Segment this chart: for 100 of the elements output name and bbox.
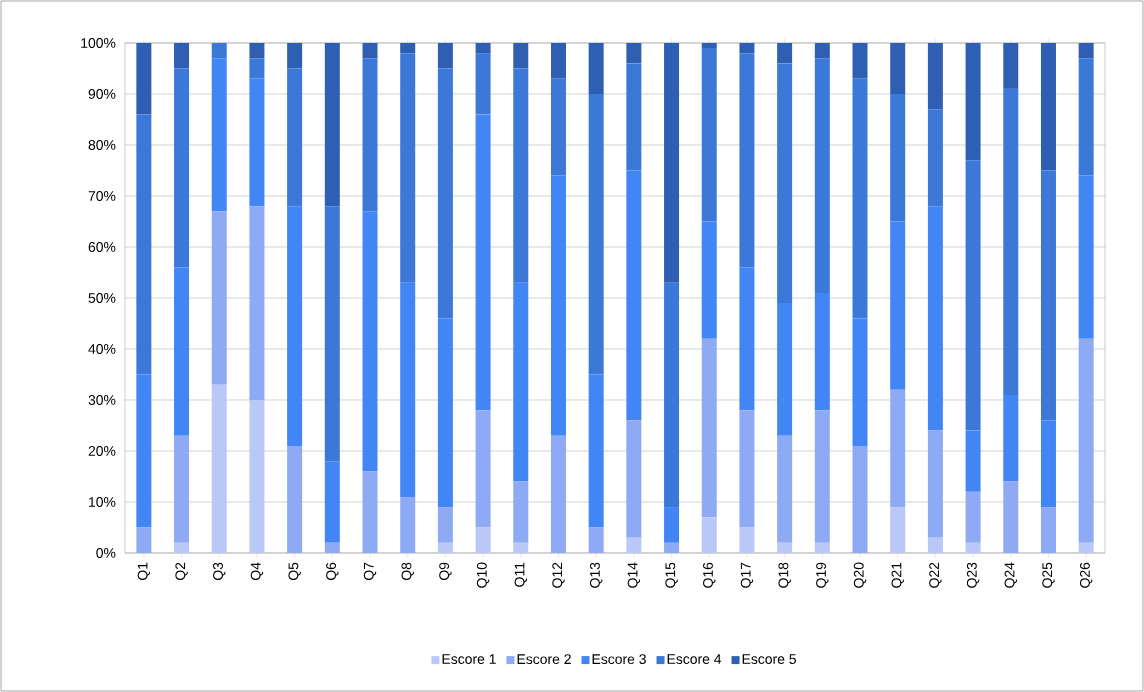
- bar: [965, 430, 981, 492]
- bar: [400, 496, 416, 553]
- bar: [965, 42, 981, 161]
- legend-label: Escore 2: [517, 654, 571, 665]
- bar: [287, 68, 303, 207]
- bar: [550, 78, 566, 176]
- bar: [211, 384, 227, 553]
- x-tick-label: Q16: [703, 562, 716, 588]
- y-tick-label: 60%: [88, 242, 116, 252]
- bar: [1078, 338, 1094, 543]
- bar: [890, 93, 906, 222]
- bar: [626, 42, 642, 64]
- bar: [249, 42, 265, 59]
- bar: [287, 445, 303, 553]
- bar: [739, 53, 755, 268]
- x-tick-label: Q19: [816, 562, 829, 588]
- bar: [814, 58, 830, 293]
- bar: [664, 42, 680, 283]
- bar: [814, 292, 830, 411]
- bar: [1040, 42, 1056, 171]
- y-tick-label: 0%: [96, 548, 116, 558]
- bar: [1040, 170, 1056, 421]
- bar: [588, 42, 604, 94]
- bar: [400, 53, 416, 283]
- x-tick-label: Q2: [175, 562, 188, 581]
- x-tick-label: Q3: [213, 562, 226, 581]
- bar: [475, 527, 491, 553]
- bar: [852, 42, 868, 79]
- bar: [588, 374, 604, 528]
- x-tick-label: Q6: [326, 562, 339, 581]
- y-tick-label: 70%: [88, 191, 116, 201]
- y-tick-label: 30%: [88, 395, 116, 405]
- bar: [437, 318, 453, 508]
- x-tick-label: Q7: [363, 562, 377, 581]
- y-tick-label: 100%: [81, 38, 116, 48]
- x-tick-label: Q15: [665, 562, 678, 588]
- x-tick-label: Q12: [552, 562, 565, 588]
- x-tick-label: Q4: [250, 562, 264, 581]
- bar: [324, 461, 340, 543]
- bar: [174, 267, 190, 436]
- x-tick-label: Q23: [966, 562, 980, 588]
- bar: [513, 68, 529, 283]
- bar: [249, 58, 265, 79]
- bar: [814, 410, 830, 543]
- x-tick-label: Q13: [589, 562, 603, 588]
- bar: [362, 42, 378, 59]
- bar: [324, 42, 340, 207]
- bar: [362, 58, 378, 212]
- bar: [626, 537, 642, 553]
- y-tick-label: 10%: [89, 497, 116, 507]
- bar: [739, 42, 755, 54]
- bar: [588, 93, 604, 375]
- bar: [211, 58, 227, 212]
- bar: [324, 206, 340, 462]
- bar: [814, 542, 830, 553]
- bar: [626, 170, 642, 421]
- bar: [249, 78, 265, 207]
- bar: [362, 471, 378, 553]
- bar: [965, 160, 981, 431]
- bar: [701, 221, 717, 339]
- bar: [211, 42, 227, 59]
- bar: [664, 282, 680, 508]
- bar: [136, 374, 152, 528]
- bar: [626, 420, 642, 538]
- bar: [739, 410, 755, 528]
- x-tick-label: Q17: [740, 562, 754, 588]
- bar: [927, 206, 943, 431]
- bar: [626, 63, 642, 171]
- bar: [513, 481, 529, 543]
- bar: [852, 78, 868, 319]
- x-tick-label: Q18: [778, 562, 791, 588]
- bar: [664, 507, 680, 543]
- bar: [475, 114, 491, 411]
- bar: [475, 53, 491, 115]
- bar: [437, 68, 453, 319]
- x-tick-label: Q24: [1004, 562, 1017, 588]
- x-tick-label: Q26: [1079, 562, 1093, 588]
- bar: [890, 42, 906, 94]
- bar: [136, 527, 152, 553]
- bar: [400, 282, 416, 497]
- y-tick-label: 20%: [88, 446, 116, 456]
- bar: [701, 48, 717, 222]
- bar: [475, 42, 491, 54]
- bar: [1040, 420, 1056, 508]
- bar: [1040, 507, 1056, 553]
- bar: [890, 389, 906, 508]
- bar: [550, 42, 566, 79]
- bar: [927, 109, 943, 207]
- bar: [1003, 88, 1019, 395]
- x-tick-label: Q10: [476, 562, 490, 588]
- bar: [513, 42, 529, 69]
- bar: [287, 42, 303, 69]
- legend-label: Escore 5: [742, 654, 796, 664]
- bar: [890, 507, 906, 553]
- bar: [814, 42, 830, 59]
- legend-label: Escore 3: [592, 654, 646, 665]
- x-tick-label: Q5: [288, 562, 301, 581]
- bar: [550, 435, 566, 553]
- bar: [1078, 42, 1094, 59]
- legend-label: Escore 4: [667, 654, 722, 664]
